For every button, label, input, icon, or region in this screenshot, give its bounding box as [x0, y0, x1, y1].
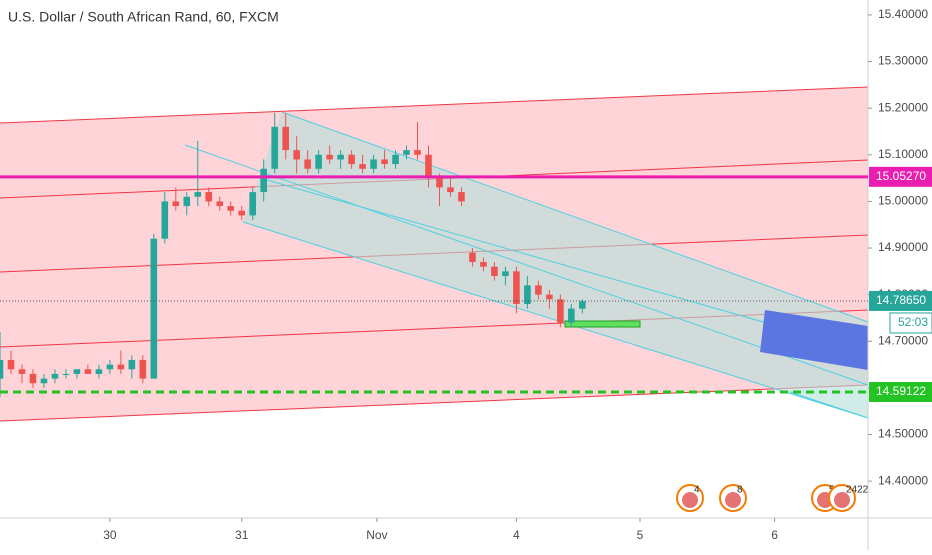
candle-body [73, 369, 81, 374]
countdown-box [889, 312, 932, 334]
candle-body [139, 359, 147, 379]
blue-rectangle [760, 310, 868, 370]
event-flag [834, 492, 850, 508]
x-tick-label: 6 [771, 528, 778, 542]
event-label: 2422 [846, 485, 869, 496]
y-tick-label: 14.50000 [878, 427, 928, 441]
candle-body [150, 238, 158, 379]
candle-body [194, 192, 202, 197]
candle-body [18, 369, 26, 374]
candle-body [403, 150, 410, 155]
candle-body [51, 373, 59, 379]
candle-body [458, 192, 465, 202]
candle-body [425, 154, 432, 179]
y-tick-label: 15.20000 [878, 100, 928, 114]
candle-body [557, 299, 564, 323]
candle-body [205, 192, 213, 202]
candle-body [524, 285, 531, 304]
candle-body [106, 364, 114, 370]
candle-body [381, 159, 388, 165]
y-tick-label: 15.30000 [878, 54, 928, 68]
candle-body [436, 178, 443, 188]
countdown: 52:03 [898, 315, 928, 329]
cyan-channel-lines [184, 111, 869, 419]
candle-body [84, 369, 92, 374]
candle-body [337, 154, 344, 160]
candle-body [370, 159, 377, 169]
price-label: 15.05270 [876, 169, 926, 183]
x-tick-label: Nov [366, 528, 387, 542]
candle-body [282, 126, 289, 151]
candle-body [315, 154, 322, 169]
candle-body [128, 359, 136, 370]
candle-body [535, 285, 542, 295]
y-tick-label: 15.40000 [878, 7, 928, 21]
candle-body [491, 266, 498, 277]
green-rectangle [564, 320, 641, 328]
price-label: 14.78650 [876, 293, 926, 307]
candle-body [392, 154, 399, 165]
candle-body [40, 378, 48, 384]
candle-body [304, 159, 311, 169]
candle-body [447, 187, 454, 193]
candle-body [117, 364, 125, 370]
candle-body [359, 164, 366, 169]
candle-body [326, 154, 333, 160]
y-tick-label: 14.70000 [878, 333, 928, 347]
candle-body [227, 206, 235, 211]
chart-title: U.S. Dollar / South African Rand, 60, FX… [8, 9, 279, 25]
event-label: 4 [694, 485, 700, 496]
price-label-box [869, 166, 932, 187]
price-label-box [869, 382, 932, 403]
candle-body [62, 373, 70, 375]
candle-body [271, 126, 278, 169]
event-flag [725, 492, 741, 508]
y-tick-label: 14.40000 [878, 473, 928, 487]
x-tick-label: 5 [637, 528, 644, 542]
candle-body [579, 301, 586, 309]
candle-body [249, 192, 257, 216]
candle-body [260, 168, 267, 193]
candle-body [95, 369, 103, 374]
event-label: 8 [737, 485, 743, 496]
candle-body [348, 154, 355, 165]
candle-body [568, 308, 575, 323]
cyan-channel [243, 112, 868, 418]
candle-body [0, 359, 4, 379]
candle-body [513, 271, 520, 304]
event-flag [682, 492, 698, 508]
candle-body [502, 271, 509, 277]
candle-body [29, 373, 37, 384]
candle-body [469, 252, 476, 263]
y-tick-label: 14.90000 [878, 240, 928, 254]
candle-body [216, 201, 224, 207]
x-tick-label: 31 [235, 528, 249, 542]
candle-body [480, 262, 487, 267]
price-label-box [869, 290, 932, 311]
x-tick-label: 30 [103, 528, 117, 542]
candle-body [414, 150, 421, 155]
price-label: 14.59122 [876, 384, 926, 398]
candle-body [183, 196, 191, 207]
candle-body [546, 294, 553, 300]
candle-body [7, 359, 15, 370]
candle-body [238, 210, 246, 216]
candle-body [172, 201, 180, 207]
y-tick-label: 15.10000 [878, 147, 928, 161]
y-tick-label: 15.00000 [878, 194, 928, 208]
candle-body [293, 150, 300, 160]
candle-body [161, 201, 169, 239]
x-tick-label: 4 [513, 528, 520, 542]
